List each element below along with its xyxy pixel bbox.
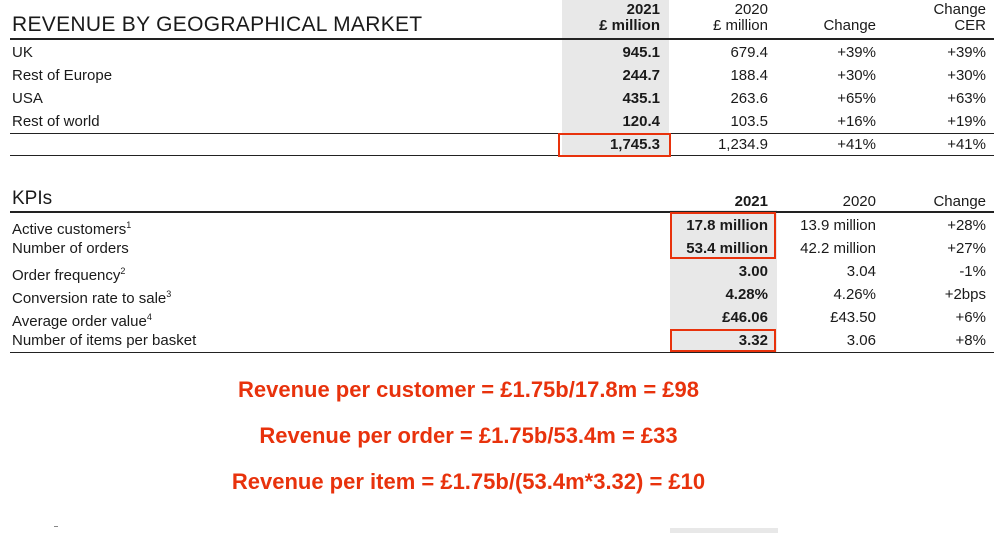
kpi-header-rule	[10, 211, 994, 213]
kpi-label-text: Average order value	[12, 313, 147, 330]
revenue-header-rule	[10, 38, 994, 40]
kpi-customers-orders-highlight-box	[670, 212, 776, 259]
kpi-bottom-rule	[10, 352, 994, 353]
kpi-row-2021: 53.4 million	[686, 240, 768, 257]
revenue-row-label: Rest of world	[12, 113, 100, 130]
footnote-marker: 4	[146, 312, 152, 322]
revenue-header-2021-unit: £ million	[599, 17, 660, 34]
revenue-row-2020: 263.6	[730, 90, 768, 107]
calc-revenue-per-item: Revenue per item = £1.75b/(53.4m*3.32) =…	[231, 469, 706, 494]
revenue-total-change-cer: +41%	[947, 136, 986, 153]
kpi-row-2021: £46.06	[722, 309, 768, 326]
footnote-marker: 1	[126, 220, 132, 230]
revenue-total-change: +41%	[837, 136, 876, 153]
revenue-row-change-cer: +30%	[947, 67, 986, 84]
revenue-row-change-cer: +39%	[947, 44, 986, 61]
revenue-header-change: Change	[823, 17, 876, 34]
revenue-row-label: USA	[12, 90, 43, 107]
footnote-marker: 3	[166, 289, 172, 299]
revenue-row-2020: 188.4	[730, 67, 768, 84]
revenue-bottom-rule	[10, 155, 994, 156]
kpi-row-2020: 13.9 million	[800, 217, 876, 234]
revenue-row-change: +16%	[837, 113, 876, 130]
revenue-total-2020: 1,234.9	[717, 136, 768, 153]
kpi-row-2021: 17.8 million	[686, 217, 768, 234]
revenue-row-change-cer: +63%	[947, 90, 986, 107]
kpi-row-label: Number of items per basket	[12, 332, 196, 349]
kpi-row-2021: 4.28%	[725, 286, 768, 303]
cropped-mark	[54, 526, 58, 527]
revenue-row-2020: 679.4	[730, 44, 768, 61]
kpi-items-per-basket-highlight-box	[670, 329, 776, 352]
revenue-row-2021: 435.1	[622, 90, 660, 107]
kpi-row-change: -1%	[959, 263, 986, 280]
revenue-header-2020-year: 2020	[734, 1, 768, 18]
kpi-row-label: Average order value4	[12, 309, 152, 330]
revenue-table-title: REVENUE BY GEOGRAPHICAL MARKET	[12, 13, 423, 36]
kpi-row-label: Active customers1	[12, 217, 131, 238]
revenue-row-change: +39%	[837, 44, 876, 61]
kpi-row-2020: £43.50	[830, 309, 876, 326]
total-revenue-highlight-box	[558, 133, 671, 157]
kpi-row-label: Number of orders	[12, 240, 129, 257]
kpi-row-2020: 42.2 million	[800, 240, 876, 257]
revenue-header-2021: 2021 £ million	[560, 2, 660, 34]
kpi-row-change: +6%	[955, 309, 986, 326]
revenue-row-label: UK	[12, 44, 33, 61]
kpi-row-2020: 3.04	[846, 263, 876, 280]
revenue-2021-column-shade	[562, 0, 669, 157]
revenue-header-2020-unit: £ million	[712, 17, 768, 34]
revenue-row-label: Rest of Europe	[12, 67, 113, 84]
footnote-marker: 2	[120, 266, 126, 276]
kpi-row-change: +2bps	[944, 286, 986, 303]
cropped-shade-fragment	[670, 528, 778, 533]
kpi-row-2021: 3.32	[738, 332, 768, 349]
kpi-header-2021: 2021	[734, 193, 768, 210]
kpi-row-change: +27%	[947, 240, 986, 257]
kpi-row-2021: 3.00	[738, 263, 768, 280]
calc-revenue-per-order: Revenue per order = £1.75b/53.4m = £33	[259, 423, 678, 448]
kpi-label-text: Active customers	[12, 221, 127, 238]
kpi-label-text: Number of items per basket	[12, 332, 197, 349]
kpi-row-2020: 3.06	[846, 332, 876, 349]
kpi-table-title: KPIs	[12, 188, 53, 209]
kpi-label-text: Order frequency	[12, 267, 121, 284]
revenue-row-change-cer: +19%	[947, 113, 986, 130]
kpi-label-text: Number of orders	[12, 240, 129, 257]
kpi-row-change: +8%	[955, 332, 986, 349]
revenue-row-change: +65%	[837, 90, 876, 107]
kpi-row-label: Order frequency2	[12, 263, 125, 284]
revenue-row-2021: 244.7	[622, 67, 660, 84]
revenue-row-2020: 103.5	[730, 113, 768, 130]
revenue-header-2020: 2020 £ million	[668, 2, 768, 34]
calc-revenue-per-customer: Revenue per customer = £1.75b/17.8m = £9…	[237, 377, 700, 402]
revenue-total-2021: 1,745.3	[609, 136, 660, 153]
revenue-header-change-cer-line1: Change	[933, 1, 986, 18]
revenue-total-rule	[10, 133, 994, 134]
kpi-row-change: +28%	[947, 217, 986, 234]
revenue-row-2021: 945.1	[622, 44, 660, 61]
revenue-header-change-cer-line2: CER	[954, 17, 986, 34]
revenue-row-change: +30%	[837, 67, 876, 84]
kpi-row-label: Conversion rate to sale3	[12, 286, 171, 307]
revenue-row-2021: 120.4	[622, 113, 660, 130]
kpi-label-text: Conversion rate to sale	[12, 290, 167, 307]
revenue-header-2021-year: 2021	[626, 1, 660, 18]
kpi-header-2020: 2020	[842, 193, 876, 210]
kpi-header-change: Change	[933, 193, 986, 210]
revenue-header-change-cer: Change CER	[886, 2, 986, 34]
kpi-row-2020: 4.26%	[833, 286, 876, 303]
